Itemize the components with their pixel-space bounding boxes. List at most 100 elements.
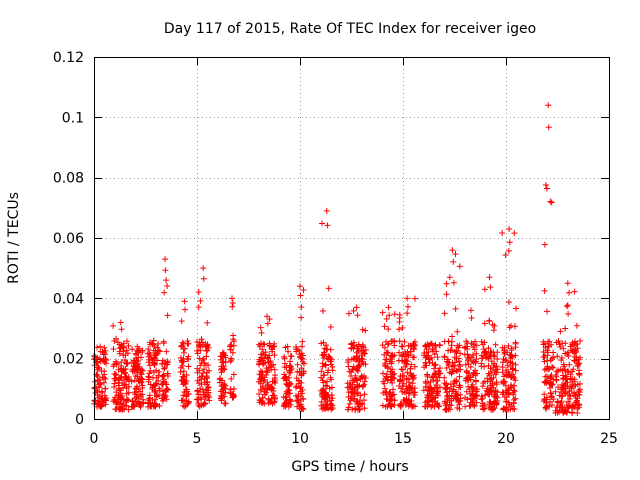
data-point xyxy=(452,251,459,258)
x-tick-label: 25 xyxy=(600,431,618,447)
data-point xyxy=(203,353,210,360)
data-point xyxy=(361,391,368,398)
data-point xyxy=(550,364,557,371)
data-point xyxy=(443,291,450,298)
data-point xyxy=(571,353,578,360)
data-point xyxy=(436,374,443,381)
data-point xyxy=(428,386,435,393)
data-point xyxy=(122,381,129,388)
data-point xyxy=(432,342,439,349)
data-point xyxy=(512,395,519,402)
data-point xyxy=(571,288,578,295)
data-point xyxy=(541,241,548,248)
data-point xyxy=(391,342,398,349)
y-tick-label: 0.1 xyxy=(62,110,84,126)
data-point xyxy=(509,353,516,360)
data-point xyxy=(554,353,561,360)
data-point xyxy=(345,404,352,411)
data-point xyxy=(506,239,513,246)
data-point xyxy=(565,392,572,399)
data-point xyxy=(197,362,204,369)
data-point xyxy=(205,362,212,369)
data-point xyxy=(489,321,496,328)
data-point xyxy=(563,375,570,382)
data-point xyxy=(473,342,480,349)
data-point xyxy=(454,328,461,335)
data-point xyxy=(220,354,227,361)
data-point xyxy=(396,326,403,333)
data-point xyxy=(123,360,130,367)
y-axis-title: ROTI / TECUs xyxy=(6,192,22,284)
data-point xyxy=(320,385,327,392)
data-point xyxy=(425,356,432,363)
data-point xyxy=(490,384,497,391)
data-point xyxy=(219,359,226,366)
data-point xyxy=(197,347,204,354)
data-point xyxy=(486,274,493,281)
data-point xyxy=(480,380,487,387)
data-point xyxy=(132,372,139,379)
data-point xyxy=(576,360,583,367)
data-point xyxy=(258,329,265,336)
data-point xyxy=(544,308,551,315)
data-point xyxy=(564,280,571,287)
data-point xyxy=(575,387,582,394)
data-point xyxy=(489,382,496,389)
data-point xyxy=(396,349,403,356)
data-point xyxy=(504,362,511,369)
data-point xyxy=(379,402,386,409)
data-point xyxy=(577,337,584,344)
data-point xyxy=(502,356,509,363)
data-point xyxy=(353,398,360,405)
data-point xyxy=(548,381,555,388)
data-point xyxy=(563,303,570,310)
data-point xyxy=(432,343,439,350)
data-point xyxy=(112,371,119,378)
data-point xyxy=(509,389,516,396)
data-point xyxy=(499,230,506,237)
data-point xyxy=(357,374,364,381)
data-point xyxy=(326,353,333,360)
data-point xyxy=(568,368,575,375)
data-point xyxy=(510,373,517,380)
data-point xyxy=(572,382,579,389)
data-point xyxy=(348,341,355,348)
data-point xyxy=(573,357,580,364)
data-point xyxy=(409,354,416,361)
data-point xyxy=(139,391,146,398)
data-point xyxy=(159,397,166,404)
data-point xyxy=(404,310,411,317)
data-point xyxy=(199,342,206,349)
data-point xyxy=(542,181,549,188)
data-point xyxy=(151,343,158,350)
data-point xyxy=(147,403,154,410)
data-point xyxy=(434,354,441,361)
data-point xyxy=(543,185,550,192)
data-point xyxy=(180,358,187,365)
data-point xyxy=(380,378,387,385)
data-point xyxy=(328,397,335,404)
data-point xyxy=(557,328,564,335)
data-point xyxy=(500,405,507,412)
data-point xyxy=(541,287,548,294)
data-point xyxy=(271,352,278,359)
data-point xyxy=(555,367,562,374)
data-point xyxy=(409,380,416,387)
data-point xyxy=(430,374,437,381)
data-point xyxy=(540,354,547,361)
data-point xyxy=(469,399,476,406)
data-point xyxy=(270,392,277,399)
data-point xyxy=(486,372,493,379)
data-point xyxy=(409,403,416,410)
data-point xyxy=(425,348,432,355)
data-point xyxy=(97,343,104,350)
data-point xyxy=(227,358,234,365)
data-point xyxy=(467,307,474,314)
data-point xyxy=(198,376,205,383)
data-point xyxy=(136,375,143,382)
data-point xyxy=(181,298,188,305)
data-point xyxy=(405,342,412,349)
data-point xyxy=(264,320,271,327)
data-point xyxy=(320,308,327,315)
data-point xyxy=(384,403,391,410)
